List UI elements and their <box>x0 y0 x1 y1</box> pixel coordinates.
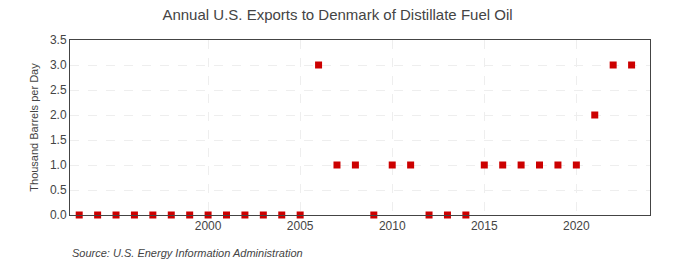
svg-text:2005: 2005 <box>287 219 314 233</box>
svg-text:2.5: 2.5 <box>50 83 67 97</box>
svg-text:3.0: 3.0 <box>50 58 67 72</box>
svg-text:Source: U.S. Energy Informatio: Source: U.S. Energy Information Administ… <box>72 247 303 259</box>
svg-text:1.5: 1.5 <box>50 133 67 147</box>
svg-text:2.0: 2.0 <box>50 108 67 122</box>
svg-text:0.0: 0.0 <box>50 208 67 222</box>
svg-text:2010: 2010 <box>379 219 406 233</box>
svg-text:2000: 2000 <box>195 219 222 233</box>
svg-text:2015: 2015 <box>471 219 498 233</box>
svg-text:1.0: 1.0 <box>50 158 67 172</box>
svg-text:Annual U.S. Exports to Denmark: Annual U.S. Exports to Denmark of Distil… <box>162 6 512 23</box>
svg-text:3.5: 3.5 <box>50 33 67 47</box>
svg-text:Thousand Barrels per Day: Thousand Barrels per Day <box>28 63 40 192</box>
svg-text:0.5: 0.5 <box>50 183 67 197</box>
svg-text:2020: 2020 <box>563 219 590 233</box>
